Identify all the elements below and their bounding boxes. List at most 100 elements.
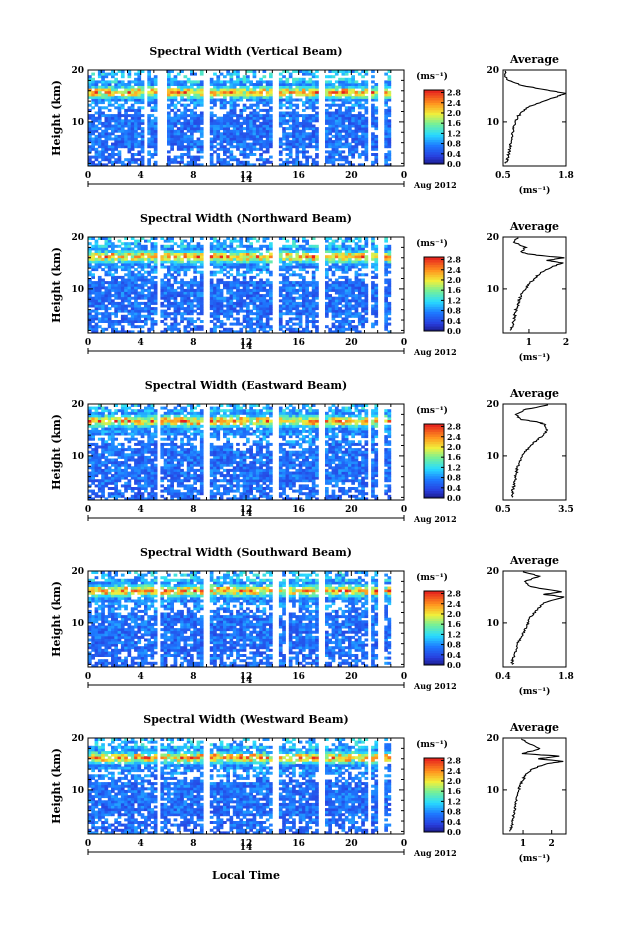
heatmap-cell — [371, 163, 375, 167]
heatmap-cell — [153, 309, 158, 313]
heatmap-cell — [147, 291, 151, 295]
heatmap-cell — [341, 150, 346, 154]
heatmap-cell — [130, 132, 135, 136]
heatmap-cell — [94, 317, 99, 321]
heatmap-cell — [137, 301, 142, 305]
heatmap-cell — [269, 286, 273, 290]
heatmap-cell — [278, 252, 283, 256]
heatmap-cell — [384, 155, 388, 159]
heatmap-cell — [265, 85, 270, 89]
heatmap-cell — [117, 275, 122, 279]
heatmap-cell — [246, 90, 250, 94]
heatmap-cell — [229, 252, 234, 256]
heatmap-cell — [242, 155, 247, 159]
heatmap-cell — [364, 150, 369, 154]
heatmap-cell — [232, 90, 237, 94]
heatmap-cell — [341, 281, 346, 285]
heatmap-cell — [298, 314, 303, 318]
colorbar-segment — [424, 102, 444, 106]
heatmap-cell — [242, 142, 247, 146]
heatmap-cell — [338, 121, 342, 125]
heatmap-cell — [180, 127, 184, 131]
heatmap-cell — [180, 132, 184, 136]
heatmap-cell — [127, 127, 132, 131]
heatmap-cell — [114, 471, 118, 475]
heatmap-cell — [371, 160, 375, 164]
heatmap-cell — [226, 270, 230, 274]
heatmap-cell — [114, 147, 118, 151]
heatmap-cell — [88, 419, 92, 423]
heatmap-cell — [302, 116, 306, 120]
heatmap-cell — [364, 134, 369, 138]
heatmap-cell — [384, 247, 388, 251]
heatmap-cell — [127, 140, 132, 144]
heatmap-cell — [374, 145, 379, 149]
heatmap-cell — [190, 244, 194, 248]
heatmap-cell — [364, 119, 369, 123]
heatmap-cell — [193, 265, 197, 269]
heatmap-cell — [219, 121, 224, 125]
heatmap-cell — [236, 103, 240, 107]
heatmap-cell — [137, 309, 142, 313]
heatmap-cell — [255, 134, 260, 138]
heatmap-cell — [374, 121, 379, 125]
heatmap-cell — [229, 288, 234, 292]
heatmap-cell — [302, 145, 306, 149]
heatmap-cell — [173, 124, 178, 128]
heatmap-cell — [167, 252, 171, 256]
heatmap-cell — [140, 257, 145, 261]
heatmap-cell — [305, 281, 309, 285]
heatmap-cell — [348, 291, 352, 295]
heatmap-cell — [364, 101, 369, 105]
heatmap-cell — [328, 114, 332, 118]
heatmap-cell — [255, 132, 260, 136]
heatmap-cell — [137, 145, 142, 149]
heatmap-cell — [223, 252, 227, 256]
heatmap-cell — [331, 95, 336, 99]
heatmap-cell — [325, 116, 329, 120]
heatmap-cell — [213, 244, 217, 248]
heatmap-cell — [246, 247, 250, 251]
heatmap-cell — [104, 281, 109, 285]
heatmap-cell — [348, 80, 352, 84]
heatmap-cell — [288, 119, 293, 123]
heatmap-cell — [252, 252, 257, 256]
heatmap-cell — [97, 75, 102, 79]
heatmap-cell — [147, 312, 151, 316]
heatmap-cell — [199, 98, 204, 102]
heatmap-cell — [269, 309, 273, 313]
heatmap-cell — [351, 262, 355, 266]
heatmap-cell — [344, 312, 349, 316]
heatmap-cell — [295, 127, 300, 131]
heatmap-cell — [292, 265, 296, 269]
heatmap-cell — [288, 291, 293, 295]
heatmap-cell — [134, 114, 138, 118]
heatmap-cell — [124, 296, 128, 300]
heatmap-cell — [288, 116, 293, 120]
heatmap-cell — [130, 106, 135, 110]
heatmap-cell — [334, 158, 339, 162]
heatmap-cell — [144, 288, 148, 292]
heatmap-cell — [88, 471, 92, 475]
heatmap-cell — [170, 93, 174, 97]
heatmap-cell — [371, 114, 375, 118]
heatmap-cell — [354, 145, 359, 149]
heatmap-cell — [334, 330, 339, 334]
heatmap-cell — [328, 255, 332, 259]
heatmap-cells — [88, 404, 392, 501]
heatmap-cell — [117, 121, 122, 125]
heatmap-cell — [295, 158, 300, 162]
heatmap-cell — [249, 278, 253, 282]
heatmap-cell — [315, 137, 319, 141]
heatmap-cell — [147, 90, 151, 94]
heatmap-cell — [285, 114, 290, 118]
heatmap-cell — [124, 137, 128, 141]
heatmap-cell — [216, 75, 221, 79]
heatmap-cell — [325, 283, 329, 287]
heatmap-cell — [295, 147, 300, 151]
heatmap-cell — [199, 278, 204, 282]
heatmap-cell — [282, 257, 286, 261]
heatmap-cell — [153, 119, 158, 123]
heatmap-cell — [190, 301, 194, 305]
heatmap-cell — [147, 286, 151, 290]
